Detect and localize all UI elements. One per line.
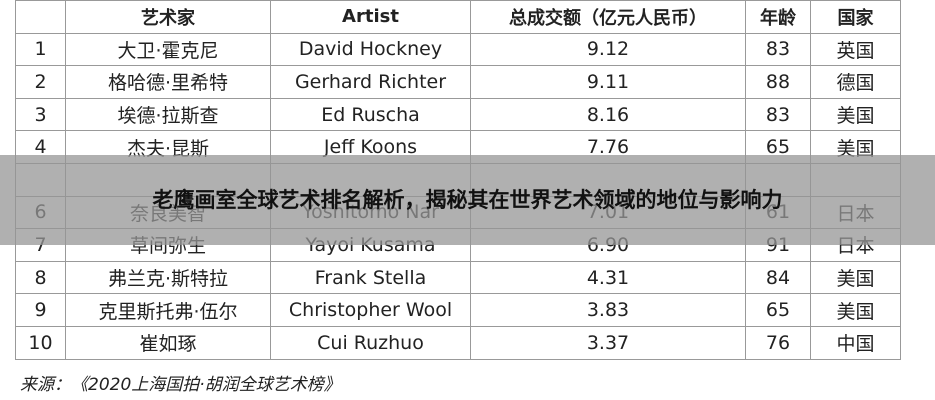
cell: 美国 — [810, 260, 901, 295]
cell: 3.37 — [470, 325, 746, 360]
cell: 3 — [15, 97, 66, 132]
header-cell: 总成交额（亿元人民币） — [470, 0, 746, 34]
cell: 10 — [15, 325, 66, 360]
cell: Christopher Wool — [270, 293, 471, 327]
cell: 2 — [15, 65, 66, 99]
cell: 8.16 — [470, 97, 746, 132]
cell: 76 — [745, 325, 811, 360]
header-cell — [15, 0, 66, 34]
table-row: 2 格哈德·里希特 Gerhard Richter 9.11 88 德国 — [15, 65, 901, 99]
header-row: 艺术家 Artist 总成交额（亿元人民币） 年龄 国家 — [15, 0, 901, 34]
cell: 9 — [15, 293, 66, 327]
cell: 大卫·霍克尼 — [65, 32, 271, 67]
cell: 美国 — [810, 97, 901, 132]
header-cell: Artist — [270, 0, 471, 34]
cell: 英国 — [810, 32, 901, 67]
cell: 3.83 — [470, 293, 746, 327]
cell: Gerhard Richter — [270, 65, 471, 99]
cell: 弗兰克·斯特拉 — [65, 260, 271, 295]
cell: Ed Ruscha — [270, 97, 471, 132]
cell: 埃德·拉斯查 — [65, 97, 271, 132]
cell: 9.12 — [470, 32, 746, 67]
cell: 9.11 — [470, 65, 746, 99]
cell: Cui Ruzhuo — [270, 325, 471, 360]
cell: 崔如琢 — [65, 325, 271, 360]
cell: 88 — [745, 65, 811, 99]
header-cell: 艺术家 — [65, 0, 271, 34]
banner-text: 老鹰画室全球艺术排名解析，揭秘其在世界艺术领域的地位与影响力 — [152, 188, 783, 212]
cell: 84 — [745, 260, 811, 295]
cell: 8 — [15, 260, 66, 295]
cell: 1 — [15, 32, 66, 67]
cell: 4.31 — [470, 260, 746, 295]
cell: 德国 — [810, 65, 901, 99]
cell: 83 — [745, 97, 811, 132]
header-cell: 国家 — [810, 0, 901, 34]
table-row: 3 埃德·拉斯查 Ed Ruscha 8.16 83 美国 — [15, 97, 901, 132]
table-row: 1 大卫·霍克尼 David Hockney 9.12 83 英国 — [15, 32, 901, 67]
cell: 克里斯托弗·伍尔 — [65, 293, 271, 327]
table-row: 10 崔如琢 Cui Ruzhuo 3.37 76 中国 — [15, 325, 901, 360]
cell: 83 — [745, 32, 811, 67]
cell: 格哈德·里希特 — [65, 65, 271, 99]
cell: 美国 — [810, 293, 901, 327]
table-row: 8 弗兰克·斯特拉 Frank Stella 4.31 84 美国 — [15, 260, 901, 295]
banner: 老鹰画室全球艺术排名解析，揭秘其在世界艺术领域的地位与影响力 — [0, 155, 935, 245]
cell: 中国 — [810, 325, 901, 360]
source: 来源：《2020上海国拍·胡润全球艺术榜》 — [20, 375, 341, 395]
cell: David Hockney — [270, 32, 471, 67]
cell: 4 — [15, 130, 66, 164]
cell: Frank Stella — [270, 260, 471, 295]
header-cell: 年龄 — [745, 0, 811, 34]
cell: 65 — [745, 293, 811, 327]
table-row: 9 克里斯托弗·伍尔 Christopher Wool 3.83 65 美国 — [15, 293, 901, 327]
